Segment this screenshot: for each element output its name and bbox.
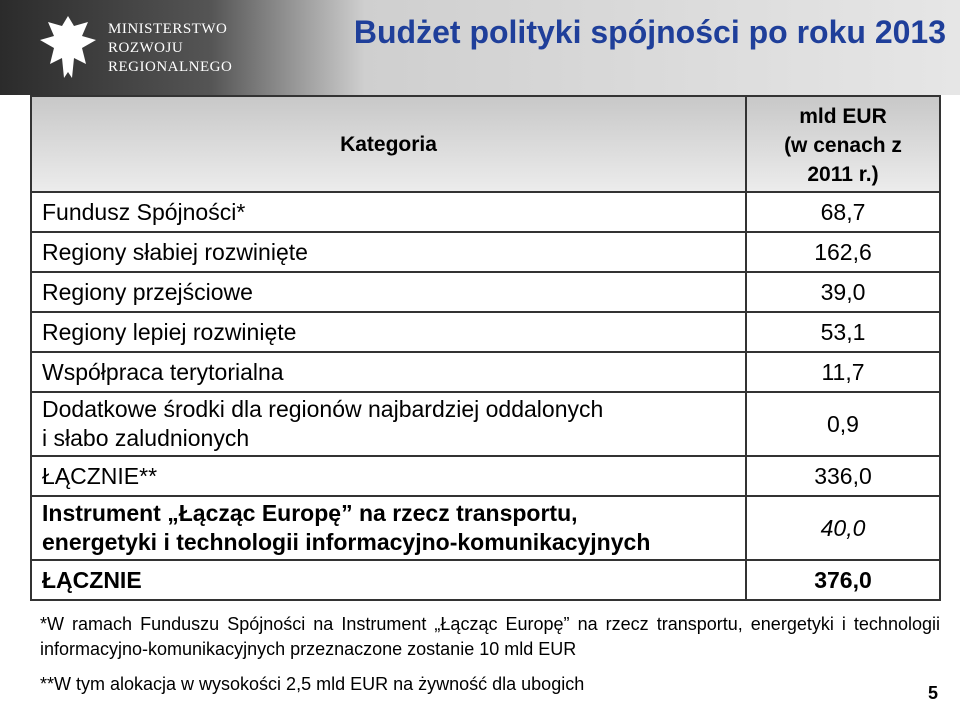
value-cell: 336,0 (745, 455, 941, 497)
value-cell: 68,7 (745, 191, 941, 233)
value-cell: 162,6 (745, 231, 941, 273)
slide-title: Budżet polityki spójności po roku 2013 (353, 14, 946, 50)
logo-eagle (40, 16, 96, 78)
header: MINISTERSTWO ROZWOJU REGIONALNEGO Budżet p… (0, 0, 960, 95)
table-row: Fundusz Spójności* 68,7 (30, 191, 941, 233)
label-cell: Współpraca terytorialna (30, 351, 747, 393)
label-line: ŁĄCZNIE (42, 566, 142, 593)
header-cell: mld EUR (w cenach z 2011 r.) (745, 95, 941, 193)
label-line: energetyki i technologii informacyjno-ko… (42, 529, 651, 555)
label-line: Współpraca terytorialna (42, 358, 284, 385)
header-line: 2011 r.) (807, 163, 879, 186)
header-cell: Kategoria (30, 95, 747, 193)
label-line: Instrument „Łącząc Europę” na rzecz tran… (42, 500, 578, 526)
value-cell: 11,7 (745, 351, 941, 393)
footnote: *W ramach Funduszu Spójności na Instrume… (40, 614, 940, 659)
table-row: ŁĄCZNIE** 336,0 (30, 455, 941, 497)
label-cell: Dodatkowe środki dla regionów najbardzie… (30, 391, 747, 457)
label-line: i słabo zaludnionych (42, 425, 250, 451)
footnote: **W tym alokacja w wysokości 2,5 mld EUR… (40, 674, 585, 694)
logo-line: ROZWOJU (108, 40, 184, 56)
table-row: Regiony lepiej rozwinięte 53,1 (30, 311, 941, 353)
label-line: Regiony słabiej rozwinięte (42, 238, 308, 265)
label-cell: Regiony przejściowe (30, 271, 747, 313)
logo-text: MINISTERSTWO ROZWOJU REGIONALNEGO (108, 20, 232, 77)
budget-table: Kategoria mld EUR (w cenach z 2011 r.) Fundu… (30, 95, 941, 601)
page-number: 5 (927, 683, 938, 703)
logo-line: REGIONALNEGO (108, 59, 233, 75)
header-line: (w cenach z (784, 134, 902, 157)
table-row: Dodatkowe środki dla regionów najbardzie… (30, 391, 941, 457)
header-row: Kategoria mld EUR (w cenach z 2011 r.) (30, 95, 941, 193)
logo-line: MINISTERSTWO (108, 21, 228, 37)
label-line: Regiony przejściowe (42, 278, 253, 305)
label-line: Dodatkowe środki dla regionów najbardzie… (42, 396, 604, 422)
label-line: Regiony lepiej rozwinięte (42, 318, 297, 345)
label-cell: ŁĄCZNIE (30, 559, 747, 601)
label-line: ŁĄCZNIE** (42, 462, 158, 489)
value-cell: 39,0 (745, 271, 941, 313)
value-cell: 53,1 (745, 311, 941, 353)
table-row: ŁĄCZNIE 376,0 (30, 559, 941, 601)
label-cell: Regiony lepiej rozwinięte (30, 311, 747, 353)
footnotes: *W ramach Funduszu Spójności na Instrume… (40, 612, 940, 697)
label-line: Fundusz Spójności* (42, 198, 246, 225)
label-cell: Regiony słabiej rozwinięte (30, 231, 747, 273)
table-row: Regiony przejściowe 39,0 (30, 271, 941, 313)
label-cell: ŁĄCZNIE** (30, 455, 747, 497)
table-row: Współpraca terytorialna 11,7 (30, 351, 941, 393)
value-cell: 40,0 (745, 495, 941, 561)
value-cell: 0,9 (745, 391, 941, 457)
label-cell: Fundusz Spójności* (30, 191, 747, 233)
header-line: mld EUR (799, 105, 887, 128)
header-line: Kategoria (340, 132, 437, 156)
table-row: Regiony słabiej rozwinięte 162,6 (30, 231, 941, 273)
table-row: Instrument „Łącząc Europę” na rzecz tran… (30, 495, 941, 561)
value-cell: 376,0 (745, 559, 941, 601)
label-cell: Instrument „Łącząc Europę” na rzecz tran… (30, 495, 747, 561)
